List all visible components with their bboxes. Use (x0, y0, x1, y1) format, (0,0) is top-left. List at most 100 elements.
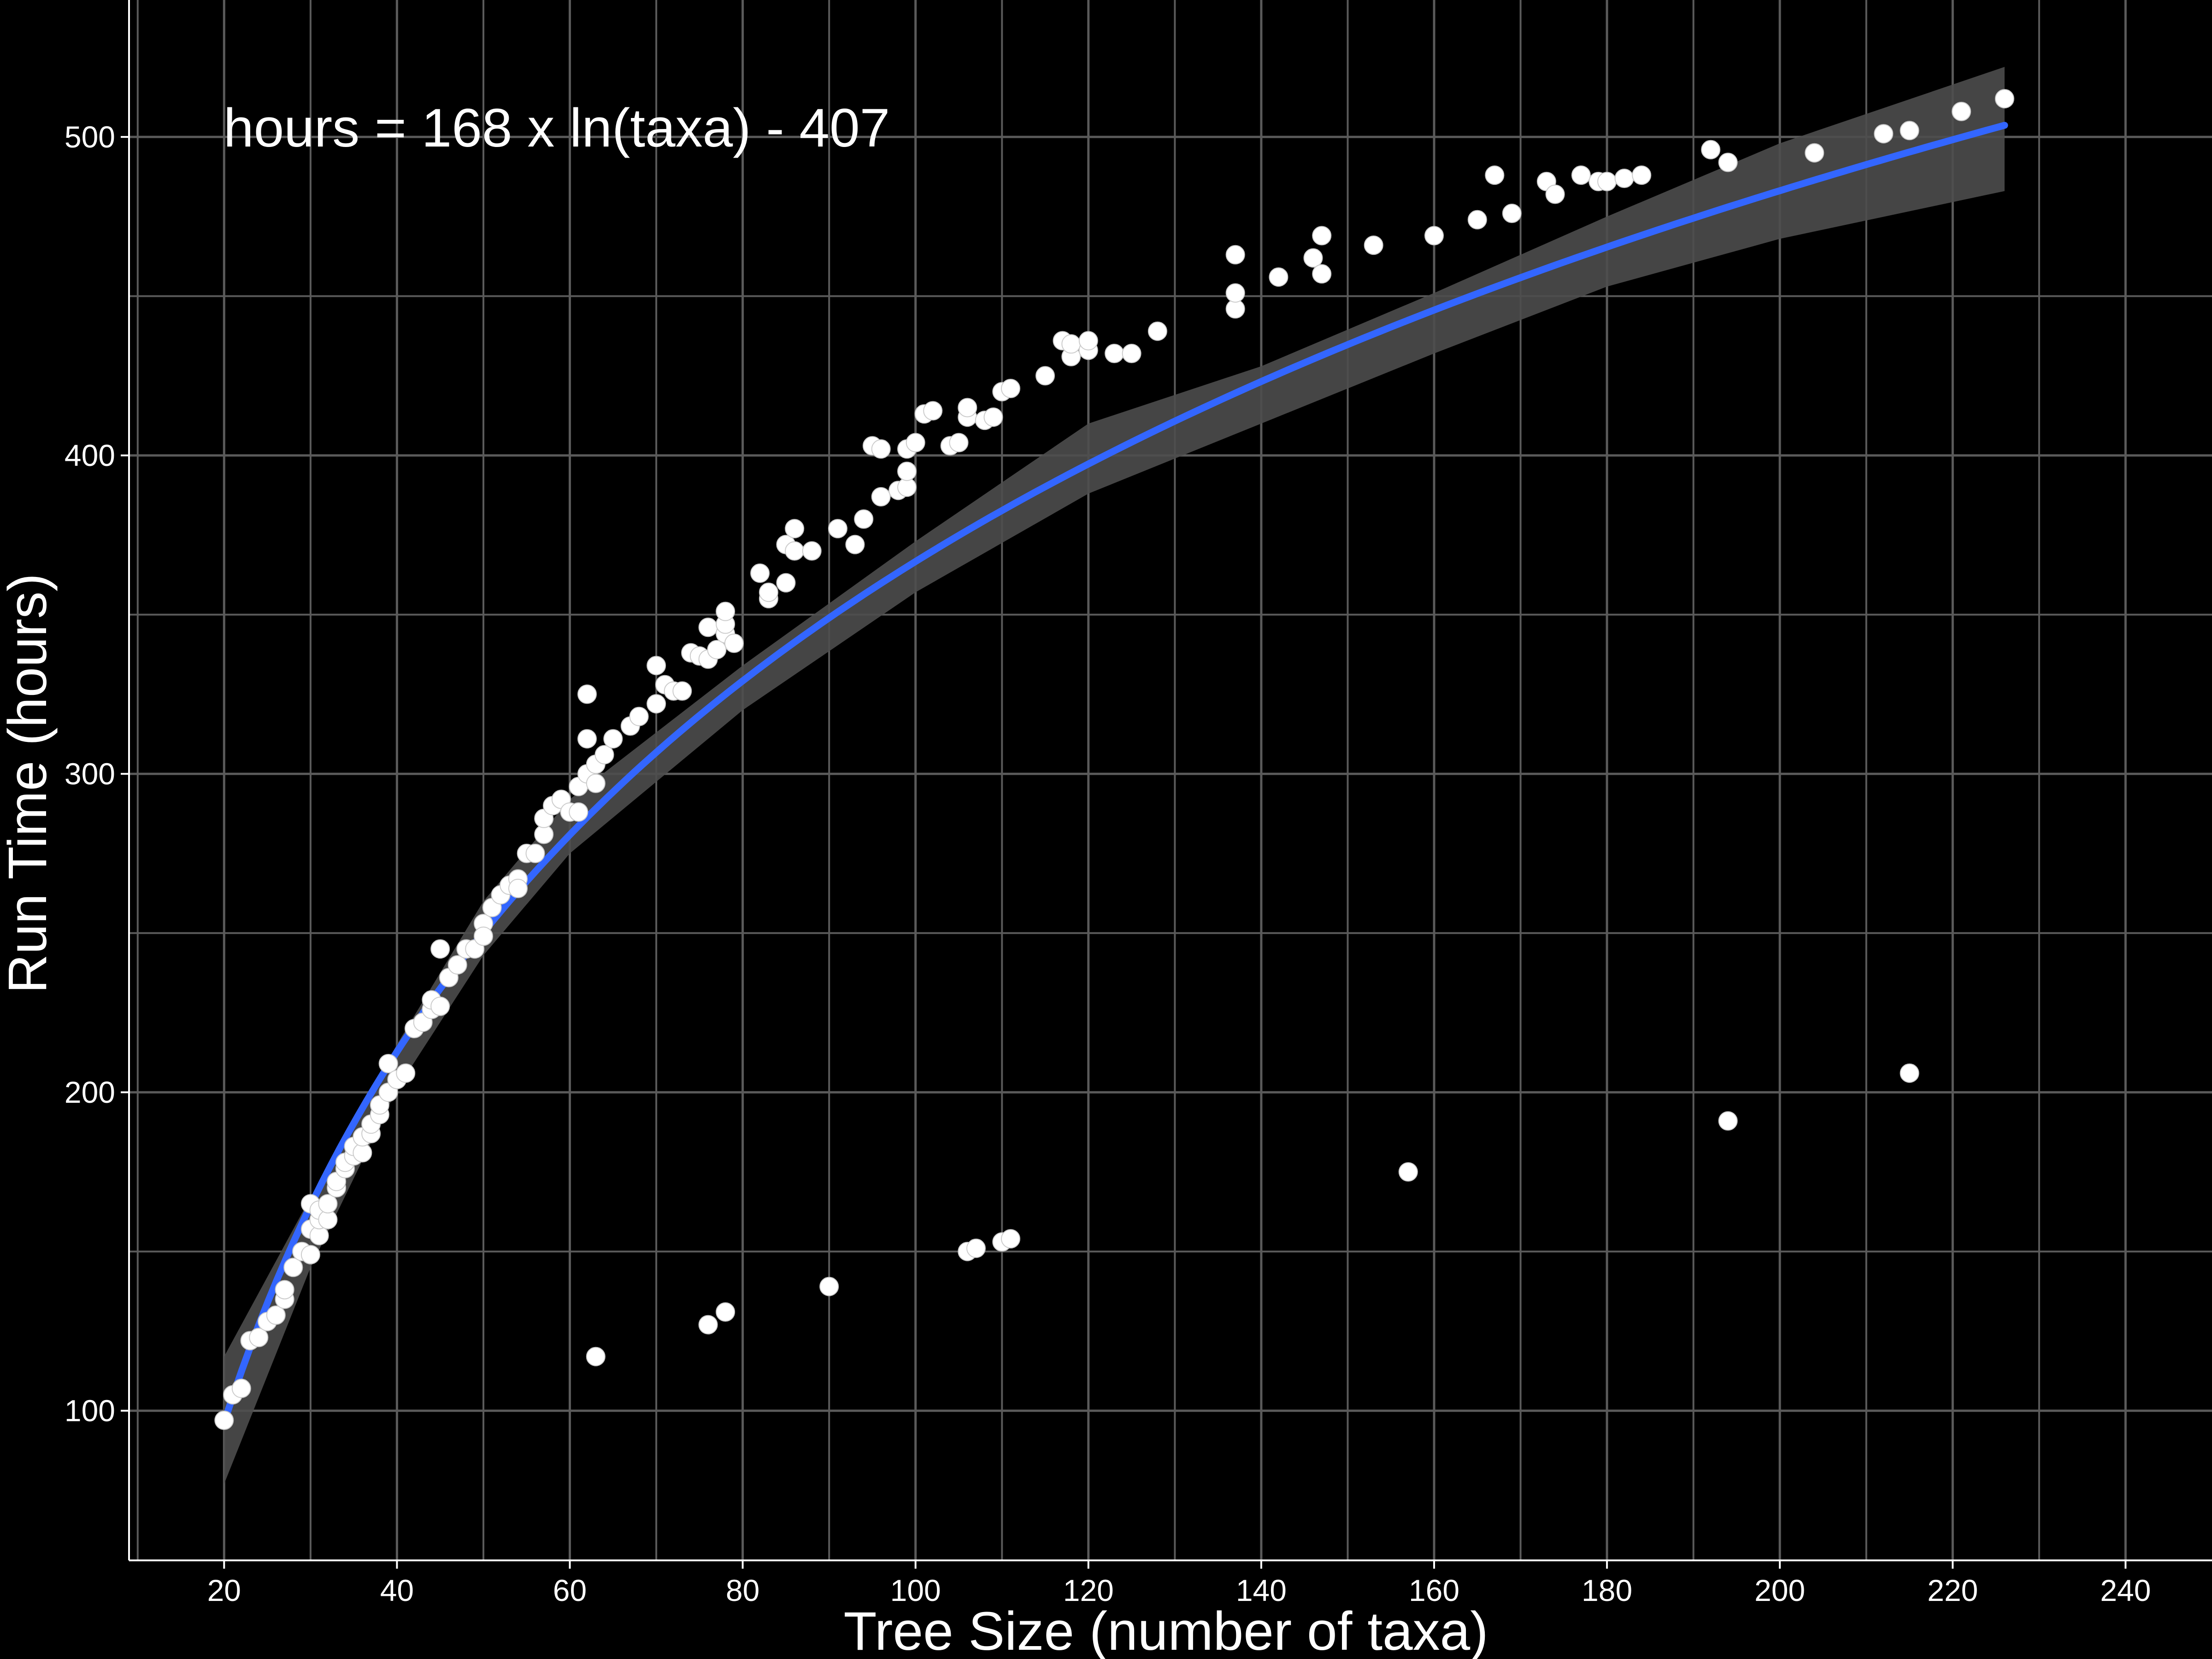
x-tick-label: 60 (553, 1573, 587, 1607)
data-point (698, 1315, 718, 1335)
confidence-band (224, 67, 2005, 1484)
data-point (1035, 366, 1055, 386)
axes (128, 0, 2212, 1561)
data-point (1001, 379, 1020, 398)
data-point (845, 535, 865, 554)
confidence-band-group (224, 67, 2005, 1484)
data-point (1545, 184, 1565, 204)
data-point (249, 1328, 269, 1347)
data-point (1718, 153, 1738, 172)
x-axis-title: Tree Size (number of taxa) (843, 1601, 1488, 1659)
x-tick-label: 120 (1063, 1573, 1114, 1607)
data-point (396, 1063, 416, 1083)
data-point (231, 1378, 251, 1398)
data-point (1225, 245, 1245, 265)
data-points (214, 89, 2014, 1430)
x-tick-label: 140 (1236, 1573, 1287, 1607)
data-point (378, 1054, 398, 1073)
data-point (707, 640, 727, 659)
y-tick-label: 300 (65, 757, 115, 791)
tick-labels: 20 40 60 80 100 120 140 160 180 200 220 240 100 200 30… (65, 120, 2151, 1607)
data-point (854, 509, 874, 529)
data-point (1312, 226, 1332, 246)
fit-equation: hours = 168 x ln(taxa) - 407 (224, 98, 890, 159)
data-point (1001, 1229, 1020, 1249)
data-point (1874, 124, 1894, 144)
data-point (1424, 226, 1444, 246)
data-point (716, 1302, 735, 1322)
data-point (983, 407, 1003, 427)
data-point (802, 541, 822, 561)
data-point (1225, 283, 1245, 303)
data-point (1502, 204, 1522, 223)
data-point (430, 939, 450, 959)
data-point (1718, 1111, 1738, 1131)
data-point (1597, 171, 1617, 191)
data-point (776, 573, 796, 593)
data-point (577, 729, 597, 749)
data-point (1269, 267, 1288, 287)
data-point (647, 694, 666, 714)
data-point (1701, 140, 1721, 159)
data-point (759, 582, 778, 602)
data-point (275, 1280, 294, 1300)
data-point (474, 926, 493, 946)
data-point (828, 519, 847, 539)
data-point (525, 843, 545, 863)
data-point (508, 878, 528, 898)
x-tick-label: 80 (726, 1573, 759, 1607)
x-tick-label: 160 (1409, 1573, 1459, 1607)
data-point (1571, 165, 1591, 185)
x-tick-label: 20 (207, 1573, 241, 1607)
data-point (569, 802, 588, 822)
data-point (819, 1277, 839, 1296)
data-point (447, 955, 467, 975)
data-point (1994, 89, 2014, 109)
data-point (430, 996, 450, 1016)
x-tick-label: 100 (890, 1573, 941, 1607)
data-point (318, 1194, 338, 1214)
x-tick-label: 240 (2100, 1573, 2151, 1607)
data-point (586, 773, 606, 793)
data-point (214, 1411, 234, 1430)
data-point (1485, 165, 1505, 185)
data-point (785, 519, 805, 539)
data-point (897, 461, 917, 481)
data-point (1105, 344, 1124, 363)
data-point (1364, 235, 1383, 255)
x-tick-label: 200 (1754, 1573, 1805, 1607)
data-point (1467, 210, 1487, 229)
data-point (1952, 101, 1971, 121)
data-point (647, 656, 666, 676)
data-point (923, 401, 943, 421)
data-point (1398, 1162, 1418, 1182)
data-point (577, 684, 597, 704)
y-tick-label: 500 (65, 120, 115, 154)
data-point (586, 1347, 606, 1366)
data-point (266, 1305, 286, 1325)
data-point (300, 1245, 320, 1265)
x-tick-label: 180 (1582, 1573, 1632, 1607)
data-point (1122, 344, 1141, 363)
data-point (603, 729, 623, 749)
y-axis-title: Run Time (hours) (0, 573, 58, 994)
data-point (594, 745, 614, 765)
data-point (958, 398, 977, 418)
data-point (966, 1238, 986, 1258)
data-point (906, 433, 925, 453)
data-point (949, 433, 969, 453)
data-point (1078, 331, 1098, 351)
data-point (672, 681, 692, 701)
y-tick-label: 400 (65, 438, 115, 472)
data-point (1805, 143, 1824, 163)
data-point (871, 439, 891, 459)
data-point (1061, 334, 1081, 354)
data-point (283, 1258, 303, 1277)
y-tick-label: 100 (65, 1394, 115, 1428)
data-point (1303, 248, 1323, 268)
x-tick-label: 220 (1927, 1573, 1978, 1607)
data-point (724, 633, 744, 653)
x-tick-label: 40 (380, 1573, 414, 1607)
